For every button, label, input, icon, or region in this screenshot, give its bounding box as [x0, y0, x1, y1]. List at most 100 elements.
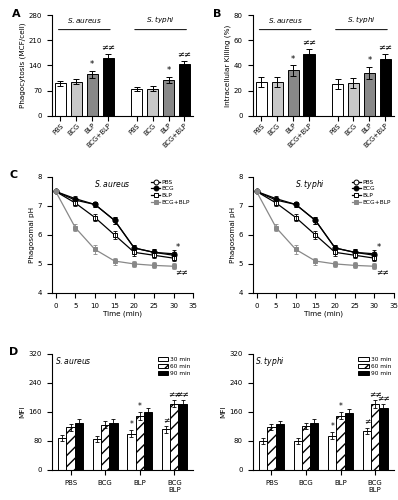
Bar — [371, 404, 379, 470]
Text: ≠: ≠ — [163, 416, 169, 424]
Text: ≠≠: ≠≠ — [176, 390, 189, 398]
BCG+BLP — [333, 261, 338, 267]
Text: $\it{S. typhi}$: $\it{S. typhi}$ — [146, 14, 175, 24]
BCG — [132, 245, 137, 251]
PBS — [352, 250, 357, 256]
Bar — [136, 416, 144, 470]
Y-axis label: MFI: MFI — [20, 406, 26, 418]
Line: BCG+BLP: BCG+BLP — [254, 189, 377, 268]
BLP — [152, 252, 156, 258]
PBS — [93, 202, 98, 207]
Bar — [179, 64, 190, 116]
BCG — [93, 202, 98, 207]
Y-axis label: Intracellular Killing (%): Intracellular Killing (%) — [224, 24, 231, 106]
PBS — [274, 197, 279, 203]
Bar — [163, 80, 174, 116]
Text: $\it{S. typhi}$: $\it{S. typhi}$ — [347, 14, 376, 24]
PBS — [313, 218, 318, 224]
Line: BLP: BLP — [53, 189, 176, 260]
Legend: PBS, BCG, BLP, BCG+BLP: PBS, BCG, BLP, BCG+BLP — [151, 180, 190, 204]
Bar — [345, 412, 353, 470]
BCG+BLP — [53, 188, 58, 194]
BCG+BLP — [352, 262, 357, 268]
Bar — [380, 59, 391, 116]
Text: ≠≠: ≠≠ — [176, 268, 188, 276]
Bar — [259, 441, 267, 470]
Text: ≠≠: ≠≠ — [377, 394, 390, 402]
X-axis label: Time (min): Time (min) — [304, 310, 343, 316]
Bar — [332, 84, 343, 116]
BCG+BLP — [274, 224, 279, 230]
Text: ≠≠: ≠≠ — [178, 50, 191, 59]
Line: BCG: BCG — [53, 189, 176, 258]
Text: $\it{S. typhi}$: $\it{S. typhi}$ — [256, 355, 285, 368]
BCG — [171, 252, 176, 258]
Line: PBS: PBS — [254, 189, 377, 256]
Line: PBS: PBS — [53, 189, 176, 256]
Bar — [144, 412, 152, 470]
Text: *: * — [291, 54, 295, 64]
Bar — [75, 423, 83, 470]
Text: $\it{S. typhi}$: $\it{S. typhi}$ — [295, 178, 325, 191]
Y-axis label: Phagosomal pH: Phagosomal pH — [29, 207, 35, 263]
BLP — [254, 188, 259, 194]
Line: BCG+BLP: BCG+BLP — [53, 189, 176, 268]
Bar — [55, 84, 66, 116]
Bar — [66, 427, 75, 470]
BCG — [274, 196, 279, 202]
BLP — [93, 214, 98, 220]
Text: *: * — [129, 420, 133, 429]
Bar — [363, 431, 371, 470]
Bar — [379, 408, 388, 470]
Text: $\it{S. aureus}$: $\it{S. aureus}$ — [94, 178, 131, 189]
Bar — [87, 74, 98, 116]
Text: *: * — [90, 60, 94, 70]
Text: ≠≠: ≠≠ — [378, 44, 392, 52]
PBS — [333, 245, 338, 251]
PBS — [372, 251, 377, 257]
Text: *: * — [138, 402, 142, 411]
Bar — [147, 88, 158, 116]
Bar — [93, 439, 101, 470]
Text: *: * — [339, 402, 343, 410]
Text: *: * — [330, 422, 334, 431]
BLP — [313, 232, 318, 238]
Text: ≠≠: ≠≠ — [168, 390, 181, 398]
BCG — [152, 250, 156, 256]
Legend: 30 min, 60 min, 90 min: 30 min, 60 min, 90 min — [158, 357, 190, 376]
Bar — [275, 424, 284, 470]
BLP — [132, 250, 137, 256]
Text: *: * — [176, 244, 180, 252]
PBS — [171, 251, 176, 257]
BLP — [73, 200, 78, 206]
Y-axis label: Phagocytosis (MCF/cell): Phagocytosis (MCF/cell) — [20, 22, 26, 108]
PBS — [293, 202, 298, 207]
BLP — [333, 250, 338, 256]
BLP — [352, 252, 357, 258]
Bar — [109, 423, 118, 470]
PBS — [73, 197, 78, 203]
Bar — [294, 441, 302, 470]
Text: $\it{S. aureus}$: $\it{S. aureus}$ — [267, 16, 302, 24]
BLP — [293, 214, 298, 220]
Text: *: * — [377, 244, 380, 252]
BCG+BLP — [132, 261, 137, 267]
PBS — [132, 245, 137, 251]
Text: ≠≠: ≠≠ — [101, 44, 115, 52]
Bar — [101, 424, 109, 470]
BCG — [372, 252, 377, 258]
BCG+BLP — [313, 258, 318, 264]
BCG+BLP — [293, 246, 298, 252]
Text: D: D — [9, 347, 19, 357]
Text: ≠≠: ≠≠ — [369, 390, 382, 399]
PBS — [152, 250, 156, 256]
Text: ≠≠: ≠≠ — [377, 268, 389, 276]
Bar — [170, 404, 178, 470]
Text: C: C — [9, 170, 18, 180]
Bar — [348, 83, 359, 116]
Bar — [336, 416, 345, 470]
BCG+BLP — [372, 264, 377, 270]
Bar — [131, 89, 142, 116]
BLP — [274, 200, 279, 206]
BLP — [372, 255, 377, 261]
